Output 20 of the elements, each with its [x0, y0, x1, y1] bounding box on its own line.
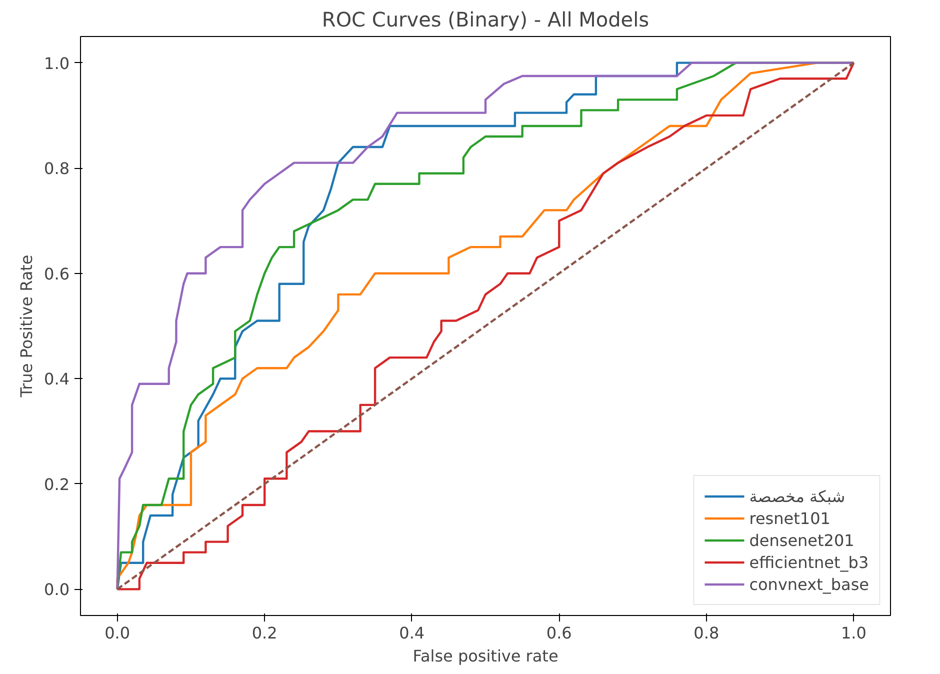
legend-label: efficientnet_b3: [749, 552, 869, 572]
x-tick-label: 0.8: [694, 624, 720, 642]
x-tick-label: 0.2: [252, 624, 278, 642]
legend-label: resnet101: [749, 508, 830, 528]
y-tick-label: 0.2: [44, 474, 70, 494]
legend-label: densenet201: [749, 530, 854, 550]
y-tick-label: 1.0: [44, 54, 70, 73]
legend-label: شبكة مخصصة: [749, 486, 846, 506]
x-tick-label: 1.0: [840, 624, 866, 642]
x-tick-label: 0.4: [399, 624, 425, 642]
y-axis-title: True Positive Rate: [17, 254, 36, 398]
y-tick-label: 0.8: [44, 159, 70, 178]
y-tick-label: 0.0: [44, 580, 70, 600]
chart-title: ROC Curves (Binary) - All Models: [322, 8, 650, 32]
x-axis-title: False positive rate: [412, 646, 558, 666]
x-tick-label: 0.6: [546, 624, 572, 642]
y-tick-label: 0.4: [44, 370, 70, 389]
legend-label: convnext_base: [749, 574, 869, 594]
x-tick-label: 0.0: [104, 624, 130, 642]
y-tick-label: 0.6: [44, 264, 70, 284]
